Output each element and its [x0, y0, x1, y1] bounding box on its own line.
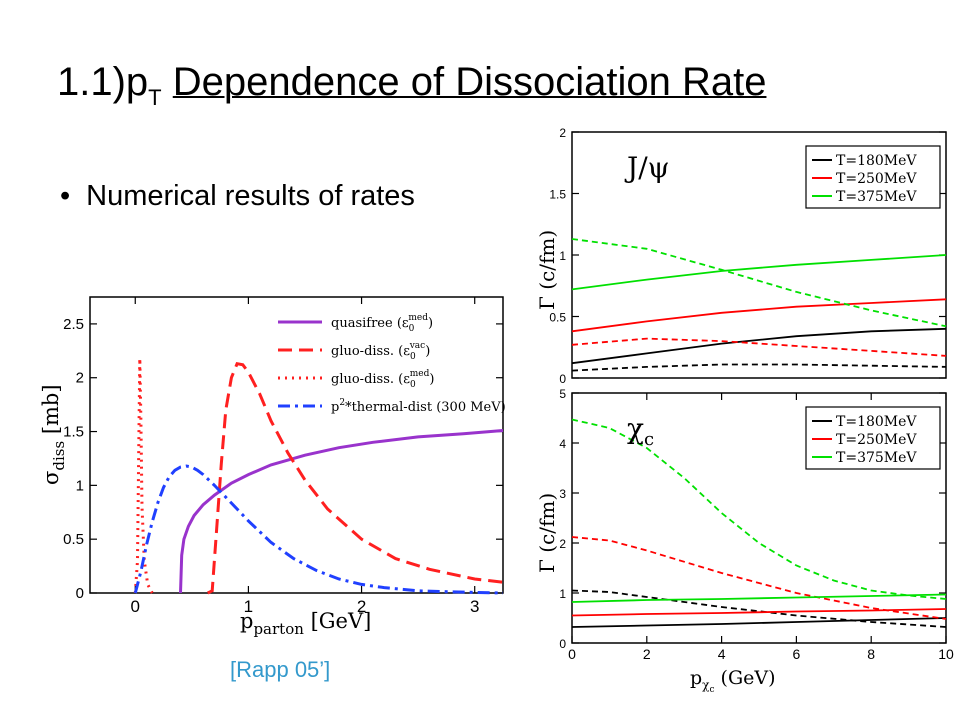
- legend-label-2: T=375MeV: [836, 189, 917, 205]
- y-tick-label: 1: [559, 587, 566, 601]
- slide-title: 1.1)pT Dependence of Dissociation Rate: [57, 60, 766, 111]
- legend-label-0: quasifree (ε0med): [331, 313, 433, 334]
- chart-sigma: 0 0.5 1 1.5 2 2.5 0 1 2 3 pparton [GeV] σdiss [mb] q…: [39, 296, 506, 638]
- y-tick-label: 4: [559, 437, 566, 451]
- series-line-0: [179, 429, 504, 594]
- legend-label-0: T=180MeV: [836, 414, 917, 430]
- bullet-dot-icon: •: [60, 180, 71, 212]
- citation: [Rapp 05’]: [230, 657, 331, 682]
- y-tick-label: 1: [559, 249, 566, 263]
- y-tick-label: 3: [559, 487, 566, 501]
- y-tick-label: 2: [559, 537, 566, 551]
- legend-label-1: T=250MeV: [836, 432, 917, 448]
- legend-label-2: T=375MeV: [836, 450, 917, 466]
- y-tick-label: 5: [559, 387, 566, 401]
- y-tick-label: 0.5: [63, 531, 84, 548]
- series-line-0: [571, 617, 947, 628]
- y-tick-label: 0.5: [549, 311, 566, 325]
- title-subscript: T: [148, 85, 162, 110]
- y-tick-label: 2: [76, 370, 84, 387]
- x-tick-label: 3: [470, 597, 479, 616]
- series-line-3: [133, 464, 504, 595]
- series-line-4: [571, 254, 947, 291]
- legend-label-1: T=250MeV: [836, 171, 917, 187]
- x-tick-label: 6: [793, 646, 801, 662]
- plot-frame: [89, 296, 504, 594]
- panel-label: χc: [627, 412, 654, 450]
- x-tick-label: 2: [643, 646, 651, 662]
- series-line-4: [571, 593, 947, 603]
- y-tick-label: 0: [559, 637, 566, 651]
- x-tick-label: 10: [938, 646, 954, 662]
- legend-label-0: T=180MeV: [836, 153, 917, 169]
- series-line-1: [207, 361, 504, 595]
- y-tick-label: 0: [76, 585, 84, 602]
- y-axis-label: Γ (c/fm): [535, 230, 559, 310]
- series-line-0: [571, 327, 947, 365]
- x-tick-label: 1: [244, 597, 253, 616]
- series-line-3: [571, 536, 947, 620]
- series-line-5: [571, 418, 947, 600]
- series-line-1: [571, 589, 947, 628]
- series-line-3: [571, 337, 947, 357]
- panel-label: J/ψ: [624, 151, 670, 184]
- bullet-item: • Numerical results of rates: [60, 180, 415, 213]
- y-axis-label: Γ (c/fm): [535, 493, 559, 573]
- x-tick-label: 0: [568, 646, 576, 662]
- y-axis-label: σdiss [mb]: [39, 384, 68, 485]
- x-tick-label: 2: [357, 597, 366, 616]
- legend-label-1: gluo-diss. (ε0vac): [331, 341, 430, 362]
- series-line-2: [571, 608, 947, 617]
- x-tick-label: 4: [718, 646, 726, 662]
- series-line-5: [571, 238, 947, 328]
- legend-label-2: gluo-diss. (ε0med): [331, 369, 434, 390]
- series-line-1: [571, 363, 947, 372]
- chart-jpsi: 0 0.5 1 1.5 2 J/ψ Γ (c/fm) T=180MeV T=250MeV T=37…: [535, 126, 947, 386]
- y-tick-label: 0: [559, 372, 566, 386]
- chart-chic: 0 1 2 3 4 5 0 2 4 6 8 10 χc Γ (c/fm) T=180MeV T=250MeV T…: [535, 387, 954, 695]
- bullet-text: Numerical results of rates: [86, 180, 415, 212]
- y-tick-label: 2.5: [63, 316, 84, 333]
- legend-label-3: p2*thermal-dist (300 MeV): [331, 398, 506, 415]
- x-axis-label: pparton [GeV]: [240, 609, 371, 638]
- x-tick-label: 8: [867, 646, 875, 662]
- y-tick-label: 1: [76, 477, 84, 494]
- title-prefix: 1.1)p: [57, 60, 149, 104]
- x-axis-label: pχc (GeV): [690, 667, 776, 695]
- y-tick-label: 1.5: [549, 188, 566, 202]
- plot-frame: [571, 392, 947, 644]
- series-line-2: [571, 298, 947, 333]
- title-rest: Dependence of Dissociation Rate: [172, 60, 767, 104]
- y-tick-label: 1.5: [63, 424, 84, 441]
- y-tick-label: 2: [559, 126, 566, 140]
- x-tick-label: 0: [131, 597, 140, 616]
